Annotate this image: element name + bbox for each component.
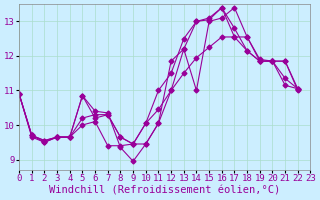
X-axis label: Windchill (Refroidissement éolien,°C): Windchill (Refroidissement éolien,°C) [49, 186, 280, 196]
